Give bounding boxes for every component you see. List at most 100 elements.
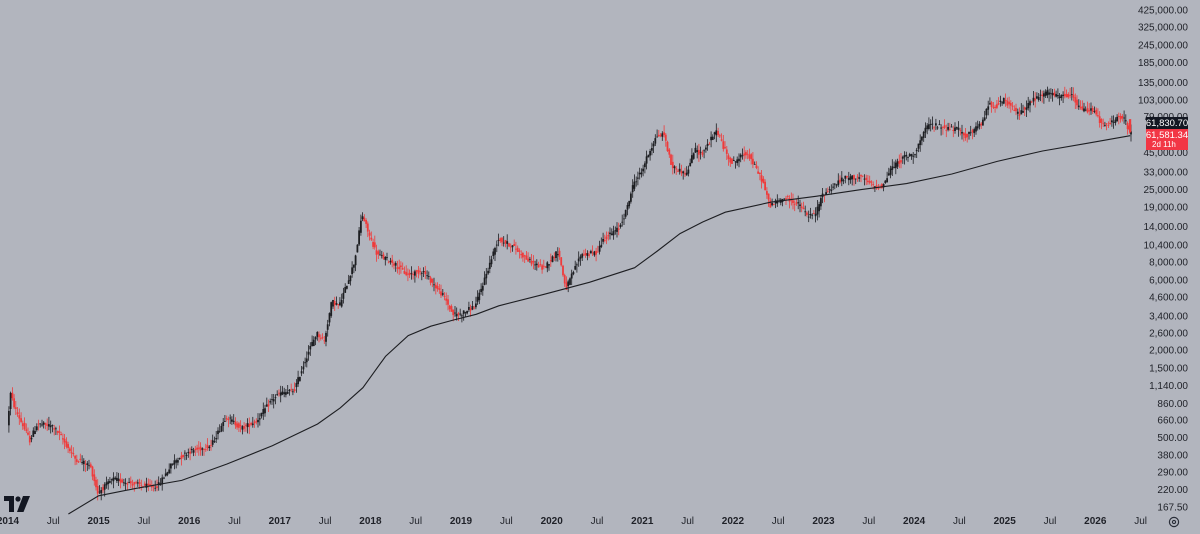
candle-body [72,453,75,455]
candle-body [678,168,681,172]
price-tick-label: 14,000.00 [1144,222,1189,233]
candle-body [325,332,327,342]
candle-body [983,117,986,121]
candle-body [525,255,528,260]
candle-body [246,423,249,428]
candle-body [1023,107,1026,110]
candle-body [814,213,817,217]
candle-body [872,184,875,185]
price-tick-label: 33,000.00 [1144,168,1189,179]
gear-icon[interactable] [1167,515,1181,529]
candle-body [312,339,315,346]
price-tick-label: 660.00 [1157,416,1188,427]
candle-body [882,184,885,188]
candle-body [114,477,117,480]
candle-body [898,160,901,164]
candle-body [915,149,918,152]
candle-body [269,401,272,403]
candle-body [771,203,773,206]
candle-body [211,440,214,445]
candle-body [793,204,796,206]
candle-body [143,483,146,486]
candle-body [666,141,669,151]
candle-body [894,162,897,169]
candle-body [799,204,801,206]
candle-body [401,268,404,270]
candle-body [766,191,768,195]
candle-body [718,135,721,137]
time-tick-label: 2017 [269,516,292,527]
candle-body [940,127,942,129]
candle-body [366,223,369,232]
candle-body [933,127,935,129]
candle-body [875,185,878,188]
price-axis[interactable]: 425,000.00 325,000.00 245,000.00 185,000.00… [1138,6,1188,514]
candle-body [433,284,435,286]
candle-body [478,292,481,301]
candle-body [600,244,603,247]
time-tick-label: Jul [772,516,785,527]
candle-body [725,149,728,154]
candle-body [1079,107,1082,108]
candle-body [391,259,394,263]
candle-body [394,263,397,266]
candle-body [640,172,643,175]
candle-body [304,362,306,364]
candle-body [560,257,563,266]
candle-body [537,265,540,268]
candle-body [278,392,280,394]
candles-layer [8,86,1132,501]
candle-body [475,303,477,308]
candle-body [842,180,845,182]
price-tick-label: 167.50 [1157,503,1188,514]
candle-body [488,262,491,269]
candle-body [556,254,559,256]
price-tick-label: 8,000.00 [1149,257,1188,268]
candle-body [1055,94,1057,97]
candle-body [710,136,712,141]
candle-body [250,423,252,425]
candle-body [936,127,939,129]
candle-body [62,438,64,440]
candle-body [1032,97,1035,102]
candle-body [555,251,557,258]
candle-body [166,472,169,475]
time-tick-label: Jul [500,516,513,527]
candle-body [319,337,322,339]
candle-body [154,487,157,489]
candle-body [203,449,205,450]
candle-body [830,189,833,192]
candle-body [14,407,17,409]
candle-body [820,198,822,207]
candle-body [156,486,158,488]
candle-body [912,155,915,157]
price-tick-label: 425,000.00 [1138,6,1188,17]
candle-body [1124,120,1127,122]
candle-body [407,273,409,275]
candle-body [1129,119,1132,133]
price-tick-label: 185,000.00 [1138,58,1188,69]
candle-body [715,130,718,136]
time-tick-label: Jul [591,516,604,527]
candle-body [170,463,172,469]
candle-body [131,484,134,486]
candle-body [734,161,737,163]
candle-body [316,332,319,337]
candle-body [175,460,178,463]
candle-body [577,258,580,262]
candle-body [95,479,97,488]
time-tick-label: Jul [681,516,694,527]
candle-body [741,155,744,157]
candle-body [1046,90,1049,96]
candle-body [846,176,848,178]
candle-body [23,422,26,430]
candle-body [919,140,922,145]
candle-body [746,153,749,155]
candle-body [687,169,690,174]
candle-body [30,437,33,440]
candle-body [75,459,78,462]
candle-body [128,482,130,483]
time-axis[interactable]: 2014 Jul 2015 Jul 2016 Jul 2017 Jul 2018 Jul 2019 J… [0,516,1147,527]
